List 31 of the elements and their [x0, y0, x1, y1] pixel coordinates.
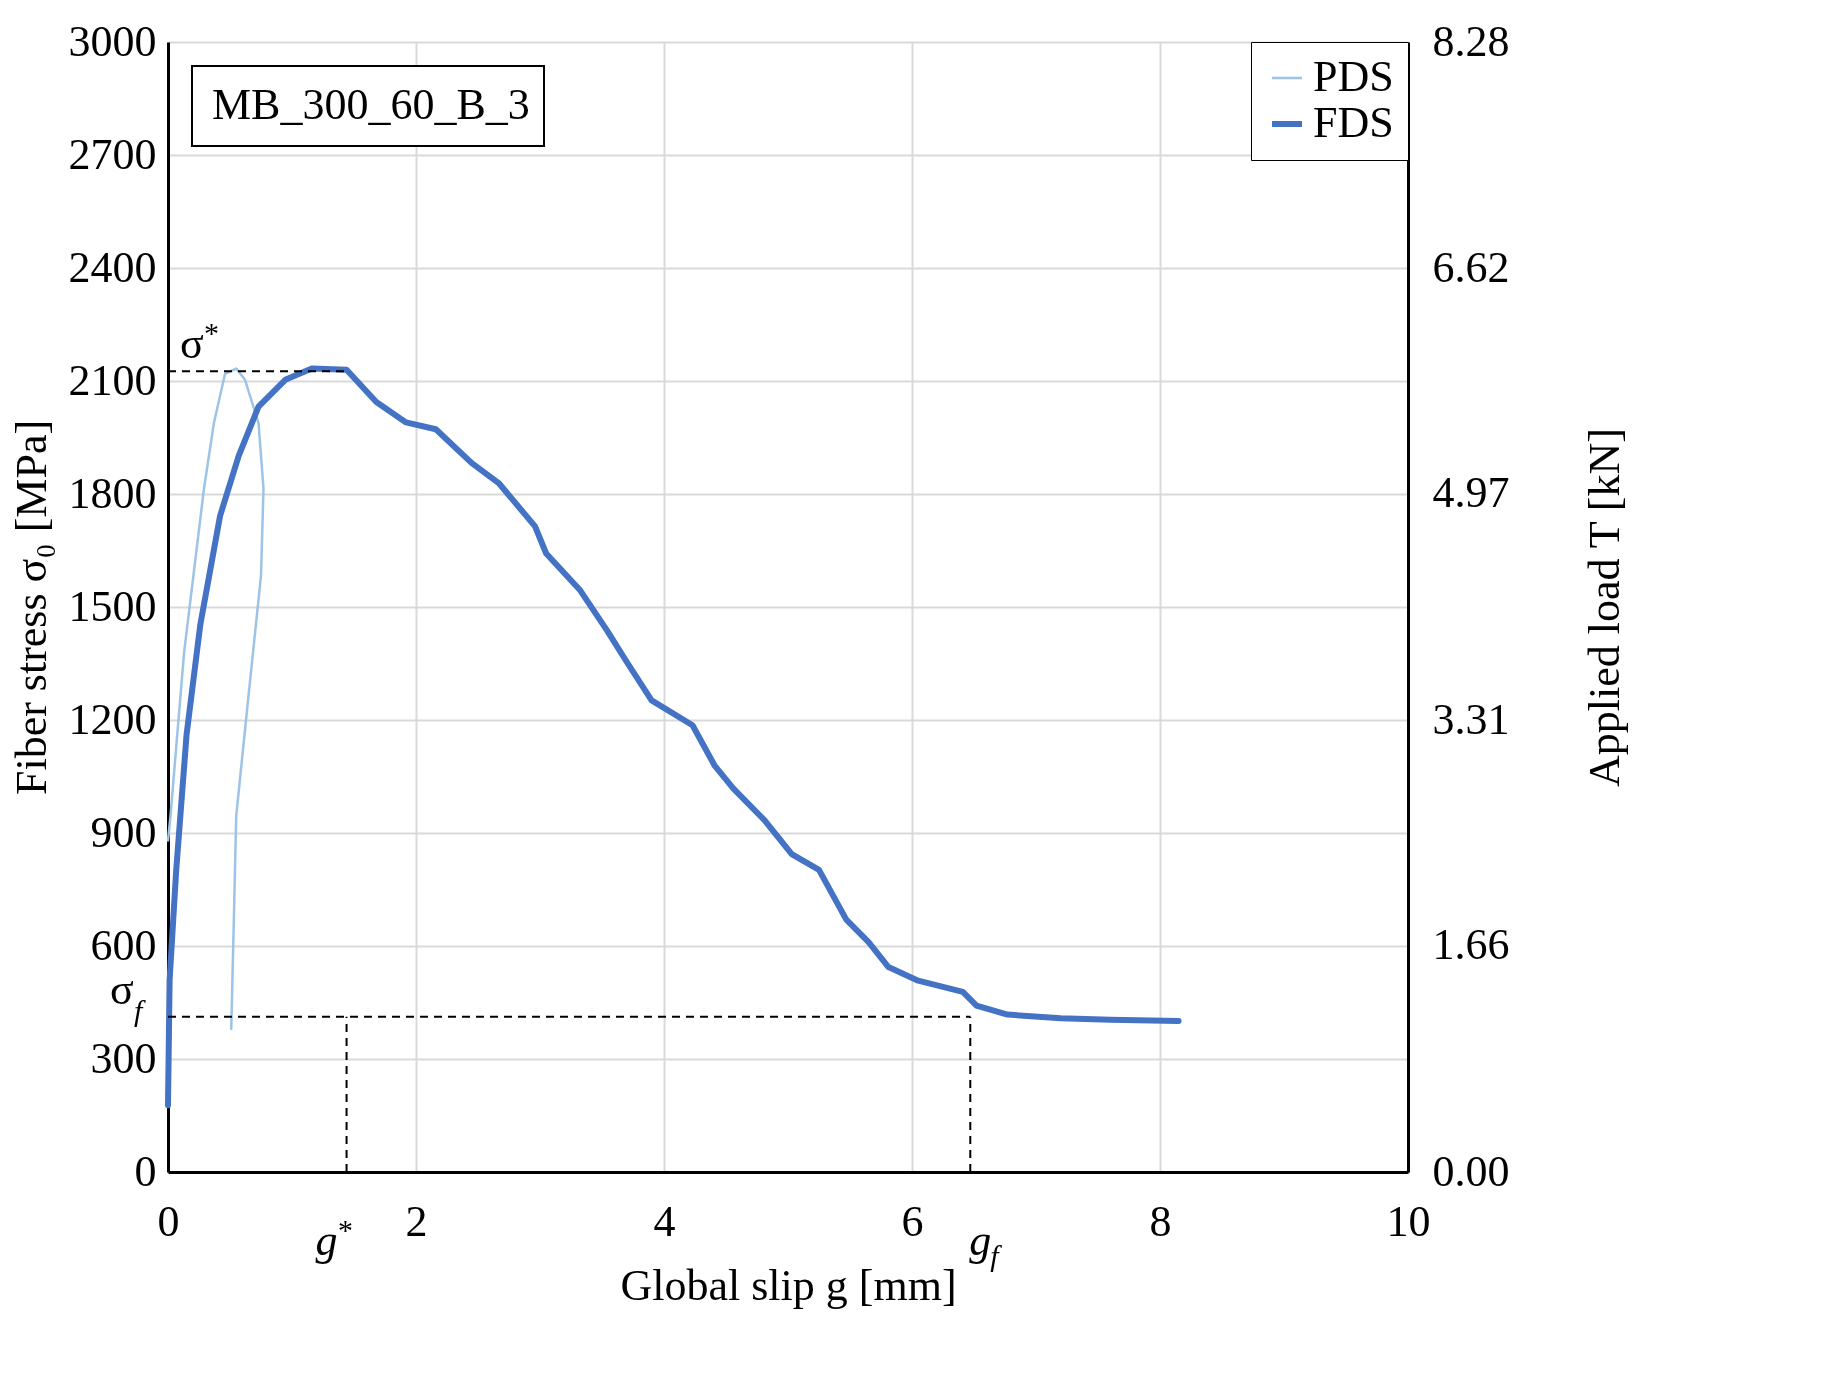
x-tick-label: 6: [901, 1196, 924, 1246]
y-axis-title: Fiber stress σ₀ [MPa]: [6, 419, 56, 796]
y2-tick-label: 0.00: [1432, 1146, 1510, 1196]
y-tick-label: 300: [90, 1033, 157, 1083]
y2-tick-label: 6.62: [1432, 243, 1510, 293]
annotation: MB_300_60_B_3: [212, 80, 530, 129]
y-tick-label: 1500: [68, 581, 157, 631]
y-tick-label: 2700: [68, 129, 157, 179]
y-tick-label: 600: [90, 920, 157, 970]
y2-tick-label: 8.28: [1432, 16, 1510, 66]
legend-label: FDS: [1313, 98, 1394, 147]
ref-line-label: g*: [315, 1213, 352, 1265]
x-tick-label: 2: [405, 1196, 428, 1246]
y-tick-label: 2400: [68, 242, 157, 292]
y-tick-label: 1800: [68, 468, 157, 518]
x-tick-label: 10: [1386, 1196, 1431, 1246]
y-tick-label: 0: [134, 1146, 157, 1196]
line-series: [166, 367, 265, 1031]
y2-tick-label: 1.66: [1432, 919, 1510, 969]
x-axis-title: Global slip g [mm]: [620, 1260, 957, 1310]
x-tick-label: 4: [653, 1196, 676, 1246]
y-tick-label: 2100: [68, 355, 157, 405]
y-tick-label: 1200: [68, 694, 157, 744]
x-tick-label: 8: [1149, 1196, 1172, 1246]
y-tick-label: 3000: [68, 16, 157, 66]
y2-axis-title: Applied load T [kN]: [1579, 428, 1629, 787]
y2-tick-label: 3.31: [1432, 694, 1510, 744]
y2-tick-label: 4.97: [1432, 468, 1510, 518]
ref-line-label: σ*: [180, 316, 219, 369]
y-tick-label: 900: [90, 807, 157, 857]
legend-label: PDS: [1313, 52, 1394, 101]
